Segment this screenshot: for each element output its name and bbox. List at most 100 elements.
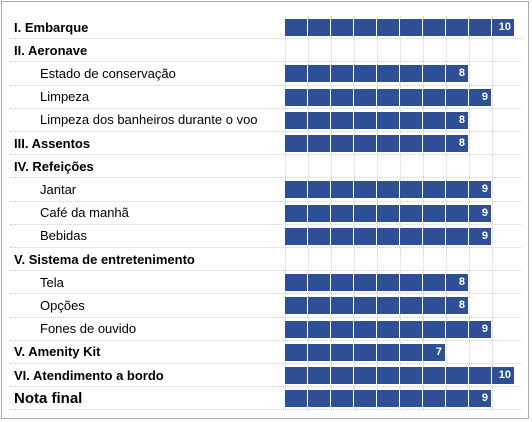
bar-segment (400, 390, 423, 408)
grid-cell (492, 317, 515, 340)
bar-segment (423, 19, 446, 37)
bar-segment (469, 390, 492, 408)
grid-cell (446, 248, 469, 271)
grid-cell (331, 155, 354, 178)
bar-segment (469, 181, 492, 199)
row-label: Fones de ouvido (40, 321, 137, 337)
bar-segment (423, 343, 446, 361)
score-row: Jantar 9 (10, 178, 522, 202)
bar-segment (285, 65, 308, 83)
bar-segment (446, 320, 469, 338)
grid-cell (469, 271, 492, 294)
grid-cell (331, 248, 354, 271)
bar-segment (308, 111, 331, 129)
grid-cell (308, 39, 331, 62)
bar-segment (469, 204, 492, 222)
bar-segment (285, 88, 308, 106)
bar-segment (308, 390, 331, 408)
bar-segment (446, 88, 469, 106)
bar-segment (308, 297, 331, 315)
score-row: Opções 8 (10, 294, 522, 318)
bar-segment (400, 88, 423, 106)
bar-segment (308, 367, 331, 385)
bar-segment (446, 390, 469, 408)
score-row: I. Embarque 10 (10, 16, 522, 40)
bar-segment (446, 297, 469, 315)
bar-value-label: 9 (481, 322, 488, 335)
grid-cell (492, 108, 515, 131)
bar-segment (400, 367, 423, 385)
bar-segment (331, 88, 354, 106)
row-label: V. Sistema de entretenimento (14, 251, 195, 267)
bar-segment (331, 343, 354, 361)
bar-segment (492, 367, 515, 385)
bar-segment (446, 19, 469, 37)
bar-segment (423, 88, 446, 106)
bar-segment (331, 135, 354, 153)
bar-segment (377, 390, 400, 408)
bar-segment (446, 181, 469, 199)
grid-cell (285, 39, 308, 62)
bar-value-label: 9 (481, 392, 488, 405)
score-row: VI. Atendimento a bordo 10 (10, 364, 522, 388)
bar-segment (377, 88, 400, 106)
grid-cell (308, 155, 331, 178)
score-row: Nota final 9 (10, 387, 522, 411)
bar-segment (331, 111, 354, 129)
grid-cell (331, 39, 354, 62)
grid-cell (469, 108, 492, 131)
row-label: V. Amenity Kit (14, 344, 101, 360)
score-row: V. Amenity Kit 7 (10, 340, 522, 364)
row-label: Opções (40, 297, 85, 313)
bar-segment (400, 19, 423, 37)
bar-segment (400, 111, 423, 129)
bar-segment (331, 274, 354, 292)
bar-segment (377, 65, 400, 83)
grid-cell (492, 340, 515, 363)
bar-segment (354, 111, 377, 129)
bar-segment (354, 343, 377, 361)
bar-segment (469, 320, 492, 338)
bar-segment (377, 367, 400, 385)
row-label: VI. Atendimento a bordo (14, 367, 164, 383)
grid-cell (469, 340, 492, 363)
bar-segment (377, 135, 400, 153)
bar-segment (377, 343, 400, 361)
bar-segment (285, 390, 308, 408)
bar-segment (377, 227, 400, 245)
bar-segment (423, 65, 446, 83)
bar-segment (354, 390, 377, 408)
grid-cell (492, 155, 515, 178)
row-label: I. Embarque (14, 19, 89, 35)
grid-cell (446, 39, 469, 62)
bar-segment (446, 135, 469, 153)
bar-segment (446, 111, 469, 129)
grid-cell (492, 387, 515, 410)
bar-segment (354, 320, 377, 338)
bar-segment (354, 65, 377, 83)
grid-cell (446, 340, 469, 363)
bar-segment (285, 274, 308, 292)
bar-segment (400, 204, 423, 222)
row-label: IV. Refeições (14, 158, 94, 174)
grid-cell (469, 294, 492, 317)
bar-segment (308, 19, 331, 37)
bar-segment (423, 227, 446, 245)
bar-value-label: 9 (481, 90, 488, 103)
bar-segment (446, 65, 469, 83)
bar-segment (469, 19, 492, 37)
bar-value-label: 9 (481, 183, 488, 196)
grid-cell (469, 39, 492, 62)
bar-segment (331, 297, 354, 315)
bar-segment (377, 111, 400, 129)
score-row: II. Aeronave (10, 39, 522, 63)
bar-segment (492, 19, 515, 37)
bar-segment (377, 204, 400, 222)
bar-segment (377, 19, 400, 37)
row-label: Café da manhã (40, 205, 129, 221)
grid-cell (377, 155, 400, 178)
bar-value-label: 8 (458, 67, 465, 80)
grid-cell (492, 201, 515, 224)
bar-segment (354, 88, 377, 106)
grid-cell (492, 62, 515, 85)
